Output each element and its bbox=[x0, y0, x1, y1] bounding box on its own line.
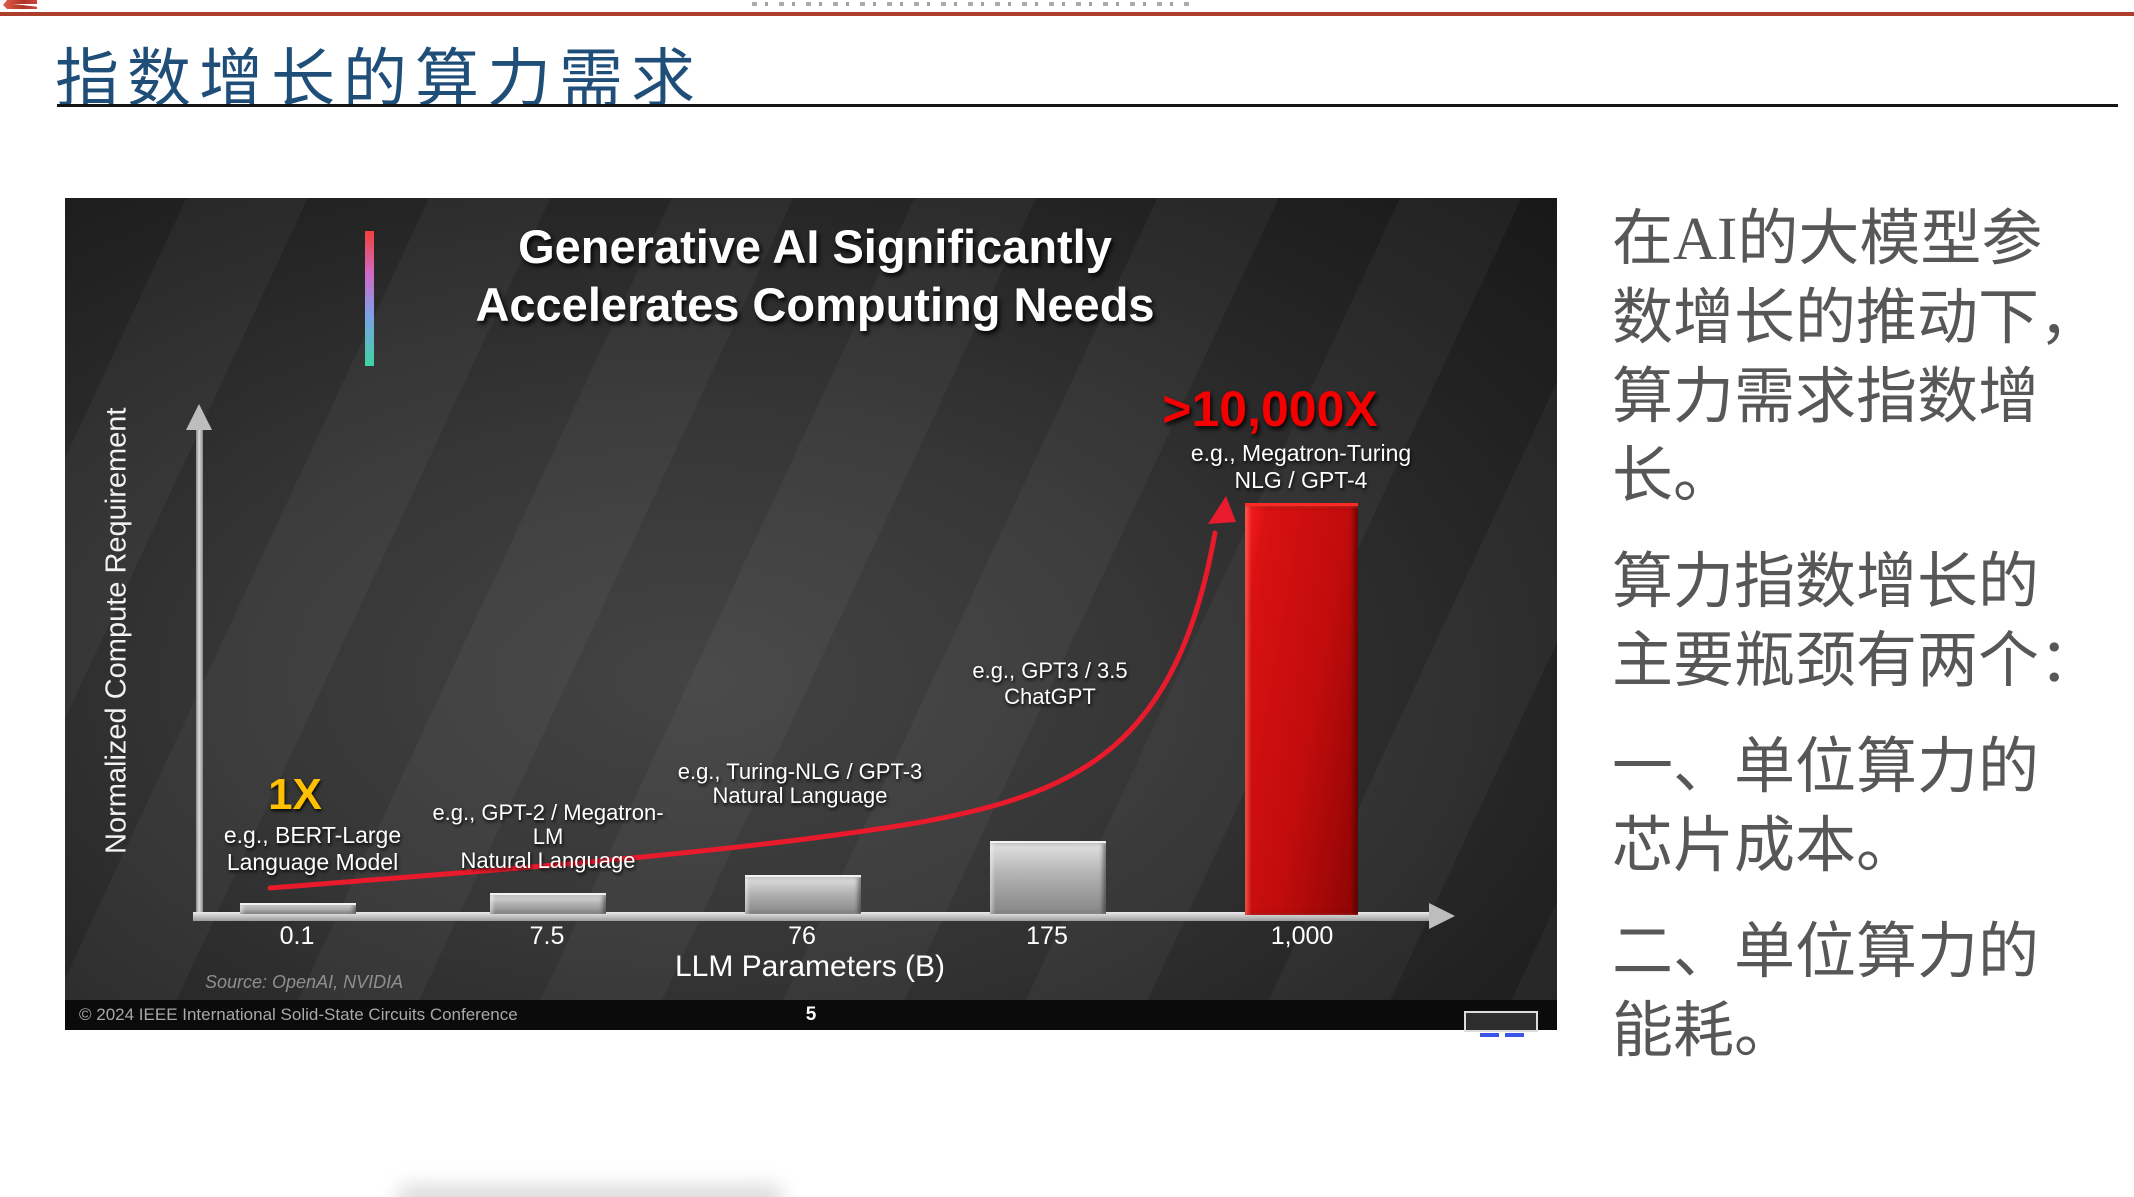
scale-label-10000x: >10,000X bbox=[1162, 381, 1378, 437]
x-tick-175: 175 bbox=[1026, 922, 1068, 950]
bar-76B bbox=[745, 875, 861, 914]
slide-image[interactable]: Generative AI Significantly Accelerates … bbox=[65, 198, 1557, 1030]
chart-title: Generative AI Significantly Accelerates … bbox=[265, 218, 1365, 334]
point-label-gpt2: e.g., GPT-2 / Megatron-LM Natural Langua… bbox=[432, 800, 664, 873]
notes-column: 在AI的大模型参 数增长的推动下， 算力需求指数增 长。 算力指数增长的 主要瓶… bbox=[1612, 200, 2134, 1098]
blue-dash-mark bbox=[1480, 1033, 1499, 1037]
y-axis-arrow-icon bbox=[186, 404, 212, 430]
source-note: Source: OpenAI, NVIDIA bbox=[205, 972, 404, 992]
note-paragraph-4: 二、单位算力的 能耗。 bbox=[1612, 919, 2040, 1065]
x-tick-7.5: 7.5 bbox=[529, 922, 565, 950]
top-divider-line bbox=[0, 12, 2134, 16]
point-label-gpt3-chatgpt: e.g., GPT3 / 3.5 ChatGPT bbox=[972, 658, 1128, 709]
chart-title-line1: Generative AI Significantly bbox=[518, 220, 1112, 273]
note-paragraph-3: 一、单位算力的 芯片成本。 bbox=[1612, 734, 2040, 880]
page-title: 指数增长的算力需求 bbox=[55, 44, 703, 115]
exponential-trend-curve bbox=[267, 496, 1236, 891]
x-tick-1000: 1,000 bbox=[1270, 922, 1334, 950]
copyright-text: © 2024 IEEE International Solid-State Ci… bbox=[79, 1005, 518, 1024]
x-tick-76: 76 bbox=[788, 922, 816, 950]
x-axis-label: LLM Parameters (B) bbox=[674, 950, 946, 983]
bottom-shadow-smudge bbox=[395, 1184, 785, 1197]
bar-0.1B bbox=[240, 903, 356, 914]
title-underline bbox=[57, 104, 2118, 107]
bar-175B bbox=[990, 841, 1106, 914]
bar-7.5B bbox=[490, 893, 606, 914]
title-accent-gradient-bar bbox=[365, 231, 374, 366]
selection-handle-box[interactable] bbox=[1464, 1011, 1538, 1032]
slide-page-number: 5 bbox=[805, 1004, 817, 1025]
x-axis-arrow-icon bbox=[1429, 903, 1455, 929]
clipped-window-title-text bbox=[752, 2, 1192, 6]
blue-dash-mark bbox=[1505, 1033, 1524, 1037]
x-axis-line bbox=[193, 912, 1433, 921]
note-paragraph-2: 算力指数增长的 主要瓶颈有两个： bbox=[1612, 549, 2101, 695]
x-tick-0.1: 0.1 bbox=[279, 922, 315, 950]
chart-title-line2: Accelerates Computing Needs bbox=[475, 278, 1155, 331]
scale-label-1x: 1X bbox=[268, 770, 322, 819]
bar-1000B-highlight bbox=[1245, 503, 1358, 915]
point-label-megatron-turing: e.g., Megatron-Turing NLG / GPT-4 bbox=[1190, 440, 1412, 493]
y-axis-line bbox=[196, 428, 203, 920]
clipped-red-flag-icon bbox=[3, 0, 37, 9]
note-paragraph-1: 在AI的大模型参 数增长的推动下， 算力需求指数增 长。 bbox=[1612, 206, 2101, 510]
point-label-bert: e.g., BERT-Large Language Model bbox=[223, 822, 402, 875]
point-label-turing-nlg: e.g., Turing-NLG / GPT-3 Natural Languag… bbox=[677, 759, 923, 808]
slide-footer-bar: © 2024 IEEE International Solid-State Ci… bbox=[65, 1000, 1557, 1030]
